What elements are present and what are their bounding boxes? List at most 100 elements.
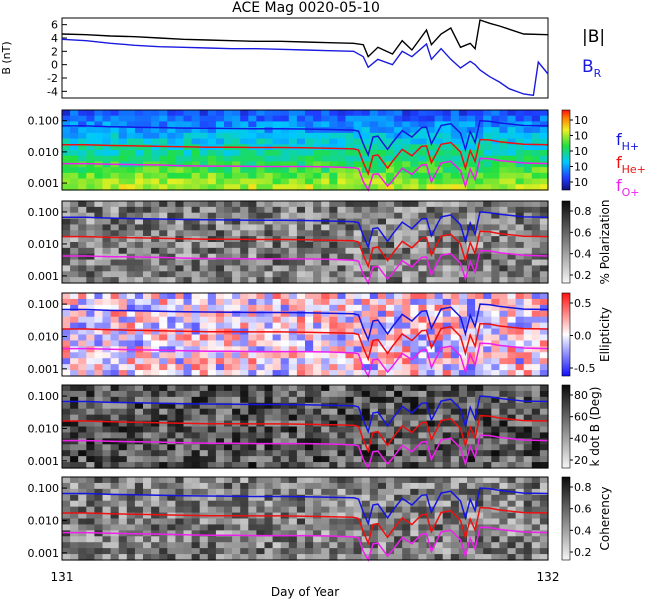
- kdotb-cell: [305, 396, 314, 404]
- coherency-cell: [539, 506, 549, 514]
- coherency-cell: [62, 548, 71, 555]
- polarization-cell: [499, 253, 509, 261]
- power-cell: [167, 161, 176, 168]
- coherency-cell: [491, 512, 500, 520]
- ellipticity-cell: [143, 293, 152, 300]
- ellipticity-cell: [442, 334, 452, 342]
- coherency-cell: [167, 482, 176, 490]
- ellipticity-cell: [78, 358, 87, 365]
- ellipticity-cell: [418, 293, 428, 300]
- coherency-cell: [199, 477, 209, 484]
- ellipticity-cell: [386, 328, 395, 336]
- coherency-cell: [353, 477, 363, 484]
- ellipticity-cell: [70, 310, 79, 318]
- ellipticity-cell: [418, 304, 428, 312]
- ellipticity-cell: [467, 310, 476, 318]
- power-cell: [369, 172, 379, 180]
- polarization-cell: [329, 259, 338, 267]
- coherency-cell: [70, 542, 79, 549]
- kdotb-cell: [467, 432, 476, 439]
- polarization-cell: [134, 236, 144, 243]
- kdotb-cell: [377, 385, 387, 392]
- coherency-cell: [102, 524, 112, 531]
- coherency-cell: [151, 542, 160, 549]
- coherency-cell: [499, 530, 509, 537]
- coherency-cell: [240, 477, 249, 484]
- coherency-cell: [329, 554, 338, 561]
- kdotb-cell: [126, 450, 136, 457]
- polarization-cell: [183, 277, 193, 284]
- coherency-cell: [78, 530, 87, 537]
- coherency-cell: [345, 506, 355, 514]
- power-cell: [491, 178, 500, 185]
- coherency-cell: [337, 554, 347, 561]
- polarization-cell: [296, 277, 306, 284]
- coherency-cell: [418, 500, 428, 508]
- polarization-cell: [199, 271, 209, 278]
- polarization-cell: [280, 253, 290, 261]
- coherency-cell: [426, 512, 436, 520]
- power-cell: [458, 150, 468, 157]
- ellipticity-cell: [442, 358, 452, 365]
- power-cell: [418, 167, 428, 174]
- coherency-cell: [240, 536, 249, 543]
- kdotb-colorbar-label: k dot B (Deg): [588, 387, 602, 467]
- coherency-cell: [467, 554, 476, 561]
- polarization-cell: [483, 265, 492, 272]
- power-cell: [280, 155, 290, 163]
- coherency-cell: [386, 548, 395, 555]
- power-cell: [183, 161, 193, 168]
- kdotb-cell: [191, 462, 201, 469]
- kdotb-cell: [167, 432, 176, 439]
- coherency-cell: [386, 512, 395, 520]
- coherency-cell: [232, 500, 241, 508]
- ellipticity-cell: [126, 352, 136, 359]
- ellipticity-cell: [418, 310, 428, 318]
- coherency-cell: [418, 494, 428, 502]
- power-cell: [491, 132, 500, 140]
- ellipticity-cell: [523, 322, 533, 330]
- kdotb-cell: [458, 444, 468, 451]
- polarization-cell: [345, 201, 355, 208]
- polarization-cell: [70, 201, 79, 208]
- kdotb-cell: [191, 385, 201, 392]
- ellipticity-cell: [264, 304, 274, 312]
- coherency-cell: [118, 494, 128, 502]
- power-cell: [78, 150, 87, 157]
- polarization-cell: [402, 271, 411, 278]
- power-cell: [94, 178, 104, 185]
- power-cell: [224, 172, 233, 180]
- kdotb-cell: [418, 420, 428, 428]
- coherency-cell: [507, 524, 517, 531]
- power-cell: [232, 127, 241, 134]
- ellipticity-cell: [394, 370, 403, 377]
- ellipticity-cell: [369, 293, 379, 300]
- polarization-cell: [531, 212, 541, 220]
- power-cell: [377, 150, 387, 157]
- power-cell: [143, 132, 152, 140]
- kdotb-cell: [515, 414, 525, 422]
- coherency-cell: [313, 518, 322, 526]
- ellipticity-cell: [126, 316, 136, 324]
- ellipticity-cell: [159, 340, 168, 347]
- power-cell: [329, 172, 338, 180]
- polarization-cell: [402, 201, 411, 208]
- power-cell: [70, 155, 79, 163]
- kdotb-cell: [434, 385, 444, 392]
- kdotb-cell: [110, 396, 120, 404]
- ellipticity-cell: [491, 358, 500, 365]
- power-cell: [305, 150, 314, 157]
- ellipticity-cell: [175, 358, 185, 365]
- power-cell: [467, 132, 476, 140]
- ellipticity-cell: [240, 298, 249, 306]
- power-cell: [296, 121, 306, 128]
- kdotb-cell: [215, 438, 225, 445]
- ellipticity-cell: [507, 334, 517, 342]
- kdotb-cell: [118, 385, 128, 392]
- polarization-cell: [70, 236, 79, 243]
- coherency-cell: [394, 482, 403, 490]
- power-cell: [321, 127, 330, 134]
- kdotb-cell: [321, 462, 330, 469]
- kdotb-cell: [207, 414, 217, 422]
- ellipticity-cell: [386, 340, 395, 347]
